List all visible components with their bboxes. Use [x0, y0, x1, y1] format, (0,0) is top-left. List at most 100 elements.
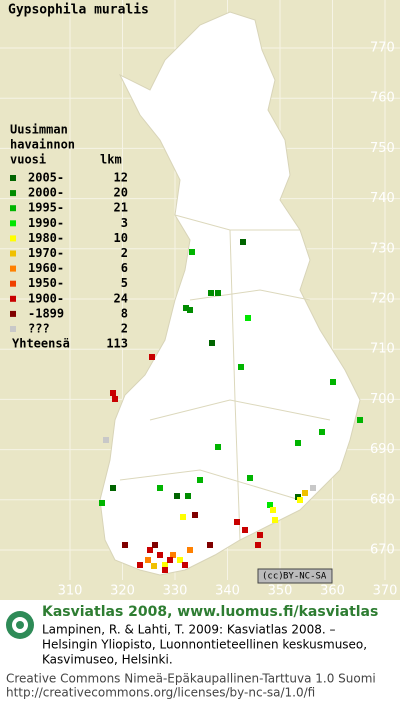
observation-dot: [302, 490, 308, 496]
observation-dot: [170, 552, 176, 558]
legend-swatch: [10, 326, 16, 332]
observation-dot: [152, 542, 158, 548]
legend-swatch: [10, 310, 16, 317]
observation-dot: [110, 485, 116, 491]
observation-dot: [185, 493, 191, 499]
y-label: 750: [370, 141, 395, 156]
y-label: 670: [370, 543, 395, 558]
observation-dot: [357, 417, 363, 423]
legend-count: 10: [114, 231, 128, 245]
citation-line: Kasvimuseo, Helsinki.: [42, 653, 173, 667]
observation-dot: [215, 290, 221, 296]
legend-col: lkm: [100, 153, 122, 167]
observation-dot: [197, 477, 203, 483]
observation-dot: [207, 542, 213, 548]
legend-label: 2005-: [28, 171, 64, 185]
observation-dot: [110, 390, 116, 396]
legend-label: 1980-: [28, 231, 64, 245]
legend-total-label: Yhteensä: [12, 337, 70, 351]
observation-dot: [122, 542, 128, 548]
legend-count: 8: [121, 306, 128, 320]
observation-dot: [157, 485, 163, 491]
observation-dot: [209, 340, 215, 346]
observation-dot: [149, 354, 155, 360]
legend-swatch: [10, 220, 16, 227]
observation-dot: [99, 500, 105, 506]
observation-dot: [215, 444, 221, 450]
observation-dot: [182, 562, 188, 568]
observation-dot: [267, 502, 273, 508]
legend-swatch: [10, 190, 16, 197]
legend-swatch: [10, 175, 16, 181]
province-borders: [119, 214, 331, 541]
legend-label: 1995-: [28, 201, 64, 215]
legend-count: 2: [121, 322, 128, 336]
y-label: 770: [370, 41, 395, 56]
license-cc: (cc): [262, 572, 284, 582]
observation-dot: [174, 493, 180, 499]
license-line: http://creativecommons.org/licenses/by-n…: [6, 686, 315, 700]
x-label: 330: [163, 584, 188, 599]
observation-dot: [151, 563, 157, 569]
legend-swatch: [10, 265, 16, 272]
observation-dot: [319, 429, 325, 435]
legend-total: 113: [106, 337, 128, 351]
legend-col: vuosi: [10, 153, 46, 167]
observation-dot: [177, 557, 183, 563]
citation-line: Helsingin Yliopisto, Luonnontieteellinen…: [42, 638, 367, 652]
y-label: 720: [370, 292, 395, 307]
observation-dot: [157, 552, 163, 558]
observation-dot: [310, 485, 316, 491]
legend-label: 1900-: [28, 291, 64, 305]
observation-dot: [192, 512, 198, 518]
observation-dot: [145, 557, 151, 563]
observation-dot: [187, 547, 193, 553]
legend-swatch: [10, 205, 16, 212]
observation-dot: [238, 364, 244, 370]
observation-dot: [183, 305, 189, 311]
legend-label: 1950-: [28, 276, 64, 290]
y-label: 730: [370, 241, 395, 256]
legend-count: 12: [114, 171, 128, 185]
license-badge-text: BY-NC-SA: [283, 572, 327, 582]
legend-heading: Uusimman: [10, 123, 68, 137]
observation-dot: [167, 557, 173, 563]
observation-dot: [330, 379, 336, 385]
observation-dot: [257, 532, 263, 538]
observation-dot: [247, 475, 253, 481]
observation-dot: [270, 507, 276, 513]
observation-dot: [295, 440, 301, 446]
legend-swatch: [10, 235, 16, 242]
observation-dot: [297, 497, 303, 503]
y-label: 710: [370, 342, 395, 357]
observation-dot: [208, 290, 214, 296]
observation-dot: [272, 517, 278, 523]
legend-swatch: [10, 295, 16, 302]
license-badge: [257, 568, 333, 584]
citation-line: Lampinen, R. & Lahti, T. 2009: Kasviatla…: [42, 623, 336, 637]
observation-dot: [112, 396, 118, 402]
legend-count: 6: [121, 261, 128, 275]
legend-heading: havainnon: [10, 138, 75, 152]
observation-dots: [99, 239, 363, 573]
legend-label: 1970-: [28, 246, 64, 260]
observation-dot: [162, 567, 168, 573]
legend-label: 2000-: [28, 186, 64, 200]
observation-dot: [242, 527, 248, 533]
legend-swatch: [10, 280, 16, 287]
x-label: 370: [373, 584, 398, 599]
observation-dot: [162, 562, 168, 568]
legend-label: ???: [28, 322, 50, 336]
observation-dot: [103, 437, 109, 443]
legend-count: 20: [114, 186, 128, 200]
observation-dot: [147, 547, 153, 553]
observation-dot: [240, 239, 246, 245]
legend-count: 24: [114, 291, 128, 305]
observation-dot: [234, 519, 240, 525]
x-label: 320: [110, 584, 135, 599]
license-line: Creative Commons Nimeä-Epäkaupallinen-Ta…: [6, 672, 376, 686]
observation-dot: [180, 514, 186, 520]
observation-dot: [189, 249, 195, 255]
finland-outline: [99, 11, 361, 576]
